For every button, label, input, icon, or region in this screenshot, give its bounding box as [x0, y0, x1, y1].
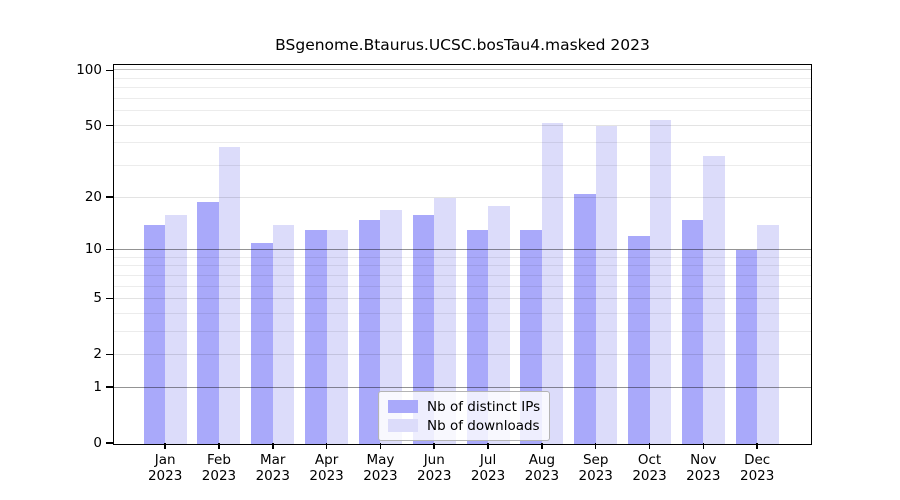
gridline-30	[114, 165, 811, 167]
y-tick-label-50: 50	[84, 117, 102, 134]
y-tick-label-20: 20	[84, 189, 102, 206]
gridline-80	[114, 87, 811, 89]
bar-downloads-nov	[703, 156, 725, 444]
x-tick-jun	[433, 443, 435, 449]
bar-ips-may	[358, 219, 381, 444]
y-tick-label-1: 1	[93, 379, 102, 396]
y-tick-label-2: 2	[93, 346, 102, 363]
legend-item-downloads: Nb of downloads	[388, 416, 540, 435]
x-tick-aug	[541, 443, 543, 449]
y-tick-label-10: 10	[84, 241, 102, 258]
legend-swatch-downloads	[388, 419, 418, 432]
gridline-4	[114, 312, 811, 314]
x-tick-label-may: May 2023	[363, 452, 398, 484]
bar-ips-jul	[466, 230, 489, 444]
bar-ips-oct	[628, 236, 650, 444]
gridline-8	[114, 265, 811, 267]
x-tick-label-sep: Sep 2023	[578, 452, 613, 484]
y-tick-2	[106, 353, 114, 356]
bar-ips-apr	[305, 230, 327, 444]
bar-ips-sep	[574, 193, 596, 444]
x-tick-label-oct: Oct 2023	[632, 452, 667, 484]
grid-layer	[114, 65, 811, 444]
x-tick-apr	[325, 443, 328, 449]
y-tick-0	[106, 442, 114, 444]
bar-downloads-jun	[434, 197, 456, 444]
y-tick-10	[106, 248, 114, 251]
gridline-20	[114, 196, 811, 198]
gridline-1	[114, 386, 811, 388]
gridline-40	[114, 142, 811, 144]
x-tick-label-jun: Jun 2023	[417, 452, 452, 484]
x-tick-label-apr: Apr 2023	[309, 452, 344, 484]
gridline-6	[114, 285, 811, 287]
gridline-3	[114, 330, 811, 332]
gridline-5	[114, 297, 811, 299]
bar-downloads-jan	[165, 214, 187, 444]
gridline-9	[114, 256, 811, 258]
bar-downloads-dec	[757, 224, 779, 444]
legend-label-distinct-ips: Nb of distinct IPs	[427, 398, 541, 415]
y-tick-1	[106, 386, 114, 388]
legend-item-distinct-ips: Nb of distinct IPs	[388, 397, 540, 416]
gridline-70	[114, 97, 811, 99]
x-tick-feb	[218, 443, 220, 449]
gridline-7	[114, 274, 811, 276]
bar-ips-aug	[520, 230, 542, 444]
bar-downloads-apr	[326, 230, 349, 444]
x-tick-label-dec: Dec 2023	[739, 452, 775, 484]
plot-area: Nb of distinct IPs Nb of downloads	[113, 64, 812, 445]
legend-label-downloads: Nb of downloads	[427, 417, 540, 434]
bar-ips-jan	[143, 224, 166, 444]
x-tick-label-feb: Feb 2023	[201, 452, 237, 484]
x-tick-nov	[702, 443, 705, 449]
x-tick-label-jul: Jul 2023	[470, 452, 506, 484]
x-tick-dec	[756, 443, 758, 449]
bar-downloads-aug	[541, 122, 564, 444]
y-tick-label-100: 100	[76, 62, 102, 79]
bar-downloads-feb	[218, 147, 241, 444]
gridline-90	[114, 77, 811, 79]
bar-ips-jun	[412, 214, 435, 444]
x-tick-mar	[272, 443, 274, 449]
gridline-100	[114, 69, 811, 71]
y-tick-20	[106, 196, 114, 198]
bars-layer	[114, 65, 811, 444]
bar-ips-nov	[681, 219, 704, 444]
bar-downloads-mar	[272, 224, 295, 444]
y-tick-100	[106, 69, 114, 72]
bar-downloads-sep	[595, 125, 618, 444]
bar-ips-mar	[251, 242, 273, 444]
bar-downloads-jul	[488, 205, 510, 444]
x-tick-label-mar: Mar 2023	[255, 452, 290, 484]
x-tick-label-nov: Nov 2023	[686, 452, 721, 484]
x-tick-jan	[164, 443, 166, 449]
x-tick-may	[379, 443, 382, 449]
x-tick-sep	[594, 443, 597, 449]
x-tick-oct	[648, 443, 651, 449]
y-tick-50	[106, 124, 114, 127]
legend: Nb of distinct IPs Nb of downloads	[378, 391, 550, 441]
chart-title: BSgenome.Btaurus.UCSC.bosTau4.masked 202…	[275, 36, 650, 54]
bar-ips-dec	[735, 249, 758, 444]
x-tick-jul	[487, 443, 489, 449]
gridline-2	[114, 354, 811, 356]
y-tick-5	[106, 297, 114, 300]
gridline-60	[114, 110, 811, 112]
legend-swatch-distinct-ips	[388, 400, 418, 413]
y-tick-label-0: 0	[93, 435, 102, 451]
gridline-10	[114, 248, 811, 250]
bar-downloads-oct	[649, 119, 672, 444]
x-tick-label-aug: Aug 2023	[524, 452, 560, 484]
x-tick-label-jan: Jan 2023	[147, 452, 183, 484]
gridline-50	[114, 124, 811, 126]
y-tick-label-5: 5	[93, 290, 102, 307]
bar-downloads-may	[380, 210, 402, 444]
bar-ips-feb	[197, 201, 219, 444]
